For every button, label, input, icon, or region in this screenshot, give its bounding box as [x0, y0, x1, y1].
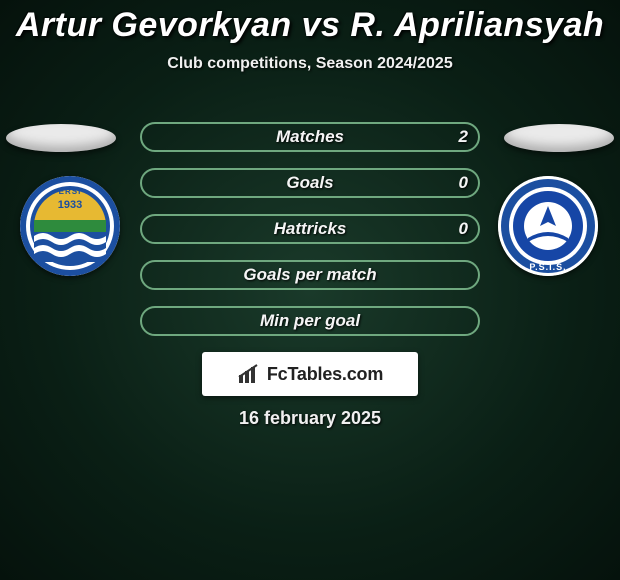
stat-row-goals: Goals 0: [140, 168, 480, 198]
stat-row-matches: Matches 2: [140, 122, 480, 152]
club-badge-left: 1933 ERSI: [20, 176, 120, 276]
page-title: Artur Gevorkyan vs R. Apriliansyah: [0, 0, 620, 45]
stat-row-min-per-goal: Min per goal: [140, 306, 480, 336]
date-text: 16 february 2025: [0, 408, 620, 429]
club-badge-right: P.S.I.S.: [498, 176, 598, 276]
stat-label: Hattricks: [142, 219, 478, 239]
stat-label: Matches: [142, 127, 478, 147]
stat-row-hattricks: Hattricks 0: [140, 214, 480, 244]
stat-label: Goals: [142, 173, 478, 193]
subtitle: Club competitions, Season 2024/2025: [0, 55, 620, 73]
stat-right-value: 0: [459, 173, 468, 193]
stat-right-value: 2: [459, 127, 468, 147]
player-placeholder-right: [504, 124, 614, 152]
stat-row-goals-per-match: Goals per match: [140, 260, 480, 290]
stats-panel: Matches 2 Goals 0 Hattricks 0 Goals per …: [140, 122, 480, 352]
club-badge-left-svg: 1933 ERSI: [20, 176, 120, 276]
fctables-logo-text: FcTables.com: [267, 364, 383, 385]
fctables-logo: FcTables.com: [202, 352, 418, 396]
svg-text:1933: 1933: [58, 199, 82, 211]
stat-right-value: 0: [459, 219, 468, 239]
svg-text:ERSI: ERSI: [59, 187, 82, 196]
club-badge-right-svg: P.S.I.S.: [498, 176, 598, 276]
bar-chart-icon: [237, 363, 263, 385]
stat-label: Goals per match: [142, 265, 478, 285]
player-placeholder-left: [6, 124, 116, 152]
svg-text:P.S.I.S.: P.S.I.S.: [529, 262, 566, 272]
stat-label: Min per goal: [142, 311, 478, 331]
